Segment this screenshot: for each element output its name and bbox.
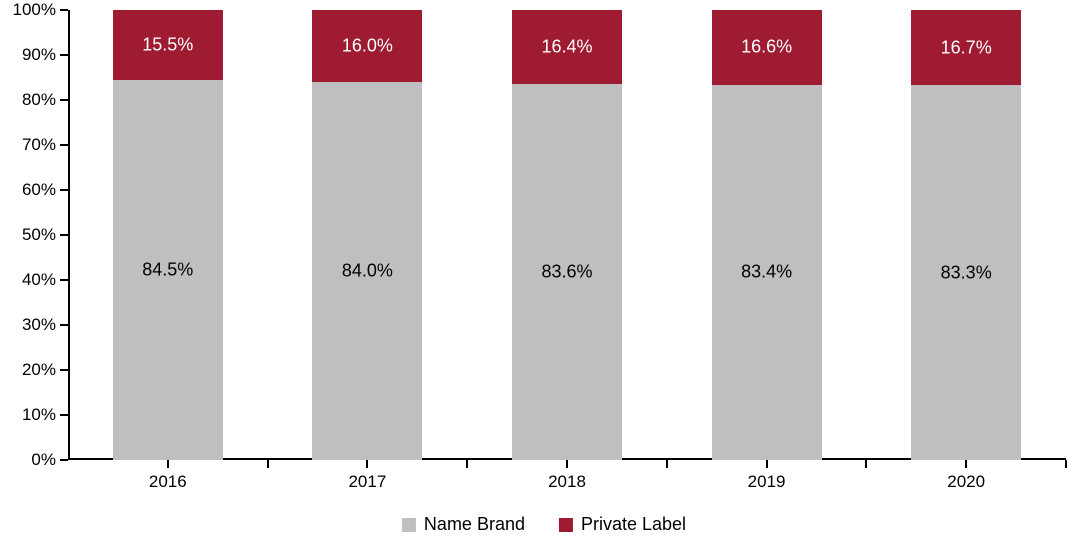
y-tick-label: 70% (22, 135, 56, 155)
bar-segment-name_brand: 83.4% (712, 85, 822, 460)
bar: 83.4% 16.6% (712, 10, 822, 460)
bar: 83.6% 16.4% (512, 10, 622, 460)
y-tick-mark (60, 189, 68, 191)
legend: Name Brand Private Label (402, 514, 686, 535)
x-tick-label: 2016 (149, 472, 187, 492)
x-boundary-tick (1065, 460, 1067, 468)
y-tick-label: 50% (22, 225, 56, 245)
y-tick-mark (60, 279, 68, 281)
y-tick-label: 30% (22, 315, 56, 335)
bar-segment-label-private_label: 16.6% (712, 37, 822, 58)
y-tick-label: 90% (22, 45, 56, 65)
bar-segment-label-private_label: 16.4% (512, 36, 622, 57)
stacked-bar-chart: Name Brand Private Label 0% 10% 20% 30% 40% 50… (0, 0, 1088, 550)
bar-segment-private_label: 16.6% (712, 10, 822, 85)
legend-label: Name Brand (424, 514, 525, 535)
y-tick-label: 60% (22, 180, 56, 200)
bar-segment-label-name_brand: 84.5% (113, 259, 223, 280)
bar-segment-label-private_label: 16.7% (911, 37, 1021, 58)
bar-segment-label-name_brand: 83.3% (911, 262, 1021, 283)
x-tick-mark (366, 460, 368, 468)
bar-segment-label-private_label: 16.0% (312, 36, 422, 57)
y-tick-mark (60, 54, 68, 56)
y-tick-mark (60, 99, 68, 101)
y-tick-mark (60, 9, 68, 11)
bar-segment-name_brand: 84.0% (312, 82, 422, 460)
x-boundary-tick (666, 460, 668, 468)
bar-segment-label-name_brand: 84.0% (312, 261, 422, 282)
y-tick-mark (60, 234, 68, 236)
x-tick-label: 2019 (748, 472, 786, 492)
x-boundary-tick (865, 460, 867, 468)
bar-segment-name_brand: 83.6% (512, 84, 622, 460)
y-tick-mark (60, 414, 68, 416)
legend-swatch-name_brand (402, 518, 416, 532)
bar: 84.0% 16.0% (312, 10, 422, 460)
bar-segment-label-name_brand: 83.4% (712, 262, 822, 283)
y-tick-label: 0% (31, 450, 56, 470)
x-tick-label: 2017 (348, 472, 386, 492)
y-tick-mark (60, 324, 68, 326)
y-tick-mark (60, 144, 68, 146)
bar-segment-private_label: 16.0% (312, 10, 422, 82)
x-tick-mark (965, 460, 967, 468)
y-tick-mark (60, 459, 68, 461)
bar-segment-label-private_label: 15.5% (113, 34, 223, 55)
bar: 84.5% 15.5% (113, 10, 223, 460)
y-tick-mark (60, 369, 68, 371)
x-tick-mark (766, 460, 768, 468)
legend-swatch-private_label (559, 518, 573, 532)
y-tick-label: 80% (22, 90, 56, 110)
x-boundary-tick (466, 460, 468, 468)
x-boundary-tick (267, 460, 269, 468)
bar-segment-name_brand: 83.3% (911, 85, 1021, 460)
x-tick-mark (566, 460, 568, 468)
y-tick-label: 20% (22, 360, 56, 380)
bar-segment-label-name_brand: 83.6% (512, 261, 622, 282)
bar: 83.3% 16.7% (911, 10, 1021, 460)
bar-segment-private_label: 15.5% (113, 10, 223, 80)
bar-segment-name_brand: 84.5% (113, 80, 223, 460)
y-tick-label: 10% (22, 405, 56, 425)
legend-item-name_brand: Name Brand (402, 514, 525, 535)
x-tick-label: 2018 (548, 472, 586, 492)
y-tick-label: 100% (13, 0, 56, 20)
bar-segment-private_label: 16.4% (512, 10, 622, 84)
bar-segment-private_label: 16.7% (911, 10, 1021, 85)
x-tick-mark (167, 460, 169, 468)
legend-label: Private Label (581, 514, 686, 535)
y-tick-label: 40% (22, 270, 56, 290)
legend-item-private_label: Private Label (559, 514, 686, 535)
x-tick-label: 2020 (947, 472, 985, 492)
